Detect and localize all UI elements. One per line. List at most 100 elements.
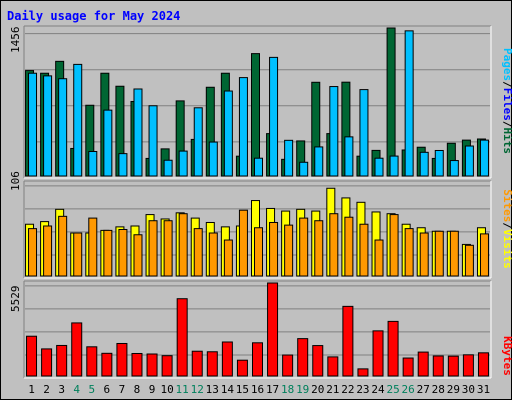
files-bar xyxy=(178,150,188,177)
kbytes-bar xyxy=(462,354,474,377)
files-bar xyxy=(58,78,68,177)
kbytes-bar xyxy=(41,348,53,377)
files-bar xyxy=(299,161,309,177)
kbytes-bar xyxy=(297,338,309,377)
sites-bar xyxy=(314,220,324,277)
files-bar xyxy=(193,107,203,177)
sites-bar xyxy=(419,232,429,277)
x-tick-label: 13 xyxy=(206,383,219,396)
kbytes-bar xyxy=(146,353,158,377)
files-bar xyxy=(208,141,218,177)
x-tick-label: 20 xyxy=(311,383,324,396)
sites-bar xyxy=(28,228,38,277)
sites-bar xyxy=(163,220,173,277)
hits-bar xyxy=(251,53,260,177)
files-bar xyxy=(223,90,233,177)
sites-bar xyxy=(374,239,384,277)
x-tick-label: 11 xyxy=(176,383,189,396)
x-tick-label: 21 xyxy=(326,383,339,396)
sites-bar xyxy=(73,232,83,277)
sites-bar xyxy=(299,217,309,277)
files-bar xyxy=(238,77,248,177)
sites-bar xyxy=(479,233,489,277)
kbytes-bar xyxy=(116,342,128,377)
visits-panel xyxy=(23,180,492,279)
files-bar xyxy=(284,139,294,177)
sites-bar xyxy=(148,220,158,277)
files-bar xyxy=(148,105,158,177)
sites-bar xyxy=(43,225,53,277)
kbytes-bar xyxy=(236,359,248,377)
x-tick-label: 8 xyxy=(134,383,141,396)
x-tick-label: 12 xyxy=(191,383,204,396)
files-bar xyxy=(254,157,263,177)
x-tick-label: 4 xyxy=(73,383,80,396)
sites-bar xyxy=(434,230,444,277)
kbytes-bar xyxy=(191,350,203,377)
kbytes-bar xyxy=(282,354,294,377)
files-bar xyxy=(73,63,83,177)
files-bar xyxy=(449,160,459,177)
kbytes-bar xyxy=(71,322,83,377)
side-legend-label: KBytes xyxy=(501,336,512,376)
kbytes-bar xyxy=(131,352,143,377)
x-tick-label: 30 xyxy=(462,383,475,396)
files-bar xyxy=(163,159,173,177)
x-tick-label: 16 xyxy=(251,383,264,396)
kbytes-bar xyxy=(176,298,188,377)
files-bar xyxy=(103,109,113,177)
kbytes-bar xyxy=(26,335,38,377)
files-bar xyxy=(269,56,279,177)
hits-ymax-label: 1456 xyxy=(9,27,22,54)
kbytes-bar xyxy=(221,341,233,377)
x-tick-label: 14 xyxy=(221,383,235,396)
files-bar xyxy=(314,146,324,177)
kbytes-bar xyxy=(477,352,489,377)
sites-bar xyxy=(269,221,279,277)
sites-bar xyxy=(178,213,188,277)
kbytes-bar xyxy=(402,357,414,377)
files-bar xyxy=(28,72,38,177)
sites-bar xyxy=(58,215,68,277)
files-bar xyxy=(389,155,399,177)
kbytes-panel xyxy=(23,280,492,379)
files-bar xyxy=(434,149,444,177)
kbytes-bar xyxy=(372,330,384,377)
sites-bar xyxy=(193,228,203,277)
kbytes-bar xyxy=(432,355,444,377)
x-tick-label: 18 xyxy=(281,383,294,396)
x-tick-label: 10 xyxy=(160,383,173,396)
sites-bar xyxy=(344,216,354,277)
sites-bar xyxy=(223,239,233,277)
sites-bar xyxy=(464,244,474,277)
kbytes-bar xyxy=(417,351,429,377)
x-tick-label: 26 xyxy=(402,383,415,396)
sites-bar xyxy=(449,230,459,277)
x-tick-label: 2 xyxy=(43,383,50,396)
x-tick-label: 6 xyxy=(104,383,111,396)
kbytes-bar xyxy=(357,368,369,377)
files-bar xyxy=(88,151,98,177)
sites-bar xyxy=(329,213,339,277)
side-legend-label: Sites/Visits xyxy=(501,189,512,269)
sites-bar xyxy=(118,229,128,277)
sites-bar xyxy=(208,232,218,277)
files-bar xyxy=(464,145,474,177)
files-bar xyxy=(133,88,143,177)
x-tick-label: 27 xyxy=(417,383,430,396)
x-tick-label: 19 xyxy=(296,383,309,396)
x-tick-label: 1 xyxy=(28,383,35,396)
sites-bar xyxy=(254,227,263,277)
x-tick-label: 24 xyxy=(371,383,385,396)
x-tick-label: 7 xyxy=(119,383,126,396)
kbytes-bar xyxy=(252,342,263,377)
sites-bar xyxy=(103,229,113,277)
x-tick-label: 9 xyxy=(149,383,156,396)
kbytes-bar xyxy=(101,352,113,377)
files-bar xyxy=(43,75,53,177)
kbytes-ymax-label: 5529 xyxy=(9,286,22,313)
files-bar xyxy=(374,157,384,177)
chart-title: Daily usage for May 2024 xyxy=(7,9,180,23)
